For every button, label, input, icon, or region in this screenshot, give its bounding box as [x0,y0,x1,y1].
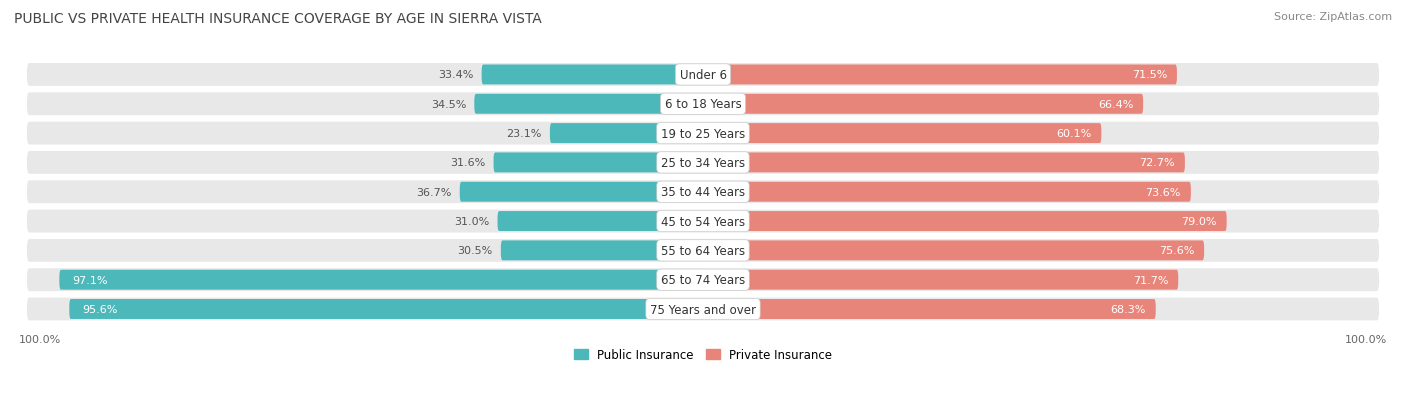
FancyBboxPatch shape [27,268,1379,292]
FancyBboxPatch shape [703,124,1101,144]
Text: 75.6%: 75.6% [1159,246,1194,256]
Text: 36.7%: 36.7% [416,187,451,197]
FancyBboxPatch shape [703,65,1177,85]
Text: 30.5%: 30.5% [457,246,494,256]
FancyBboxPatch shape [69,299,703,319]
Text: 66.4%: 66.4% [1098,100,1133,109]
FancyBboxPatch shape [703,299,1156,319]
FancyBboxPatch shape [27,210,1379,233]
FancyBboxPatch shape [27,181,1379,204]
Text: 31.6%: 31.6% [450,158,485,168]
Text: 97.1%: 97.1% [73,275,108,285]
Text: PUBLIC VS PRIVATE HEALTH INSURANCE COVERAGE BY AGE IN SIERRA VISTA: PUBLIC VS PRIVATE HEALTH INSURANCE COVER… [14,12,541,26]
FancyBboxPatch shape [27,240,1379,262]
FancyBboxPatch shape [460,182,703,202]
Text: 68.3%: 68.3% [1111,304,1146,314]
Text: Under 6: Under 6 [679,69,727,82]
FancyBboxPatch shape [703,182,1191,202]
FancyBboxPatch shape [27,122,1379,145]
FancyBboxPatch shape [501,241,703,261]
FancyBboxPatch shape [27,64,1379,87]
FancyBboxPatch shape [703,241,1204,261]
FancyBboxPatch shape [703,270,1178,290]
Text: 71.7%: 71.7% [1133,275,1168,285]
Text: 35 to 44 Years: 35 to 44 Years [661,186,745,199]
Text: 45 to 54 Years: 45 to 54 Years [661,215,745,228]
Text: 25 to 34 Years: 25 to 34 Years [661,157,745,169]
FancyBboxPatch shape [59,270,703,290]
FancyBboxPatch shape [703,153,1185,173]
Text: 31.0%: 31.0% [454,216,489,226]
Text: 34.5%: 34.5% [432,100,467,109]
FancyBboxPatch shape [482,65,703,85]
Legend: Public Insurance, Private Insurance: Public Insurance, Private Insurance [569,344,837,366]
Text: 73.6%: 73.6% [1146,187,1181,197]
Text: 72.7%: 72.7% [1139,158,1175,168]
FancyBboxPatch shape [27,152,1379,174]
FancyBboxPatch shape [494,153,703,173]
FancyBboxPatch shape [703,211,1226,231]
FancyBboxPatch shape [27,93,1379,116]
Text: 60.1%: 60.1% [1056,129,1091,139]
Text: 95.6%: 95.6% [83,304,118,314]
Text: 23.1%: 23.1% [506,129,541,139]
Text: Source: ZipAtlas.com: Source: ZipAtlas.com [1274,12,1392,22]
FancyBboxPatch shape [703,95,1143,114]
Text: 79.0%: 79.0% [1181,216,1216,226]
Text: 75 Years and over: 75 Years and over [650,303,756,316]
Text: 6 to 18 Years: 6 to 18 Years [665,98,741,111]
FancyBboxPatch shape [498,211,703,231]
FancyBboxPatch shape [550,124,703,144]
Text: 65 to 74 Years: 65 to 74 Years [661,273,745,287]
Text: 19 to 25 Years: 19 to 25 Years [661,127,745,140]
FancyBboxPatch shape [474,95,703,114]
Text: 33.4%: 33.4% [439,70,474,80]
Text: 71.5%: 71.5% [1132,70,1167,80]
FancyBboxPatch shape [27,298,1379,320]
Text: 55 to 64 Years: 55 to 64 Years [661,244,745,257]
